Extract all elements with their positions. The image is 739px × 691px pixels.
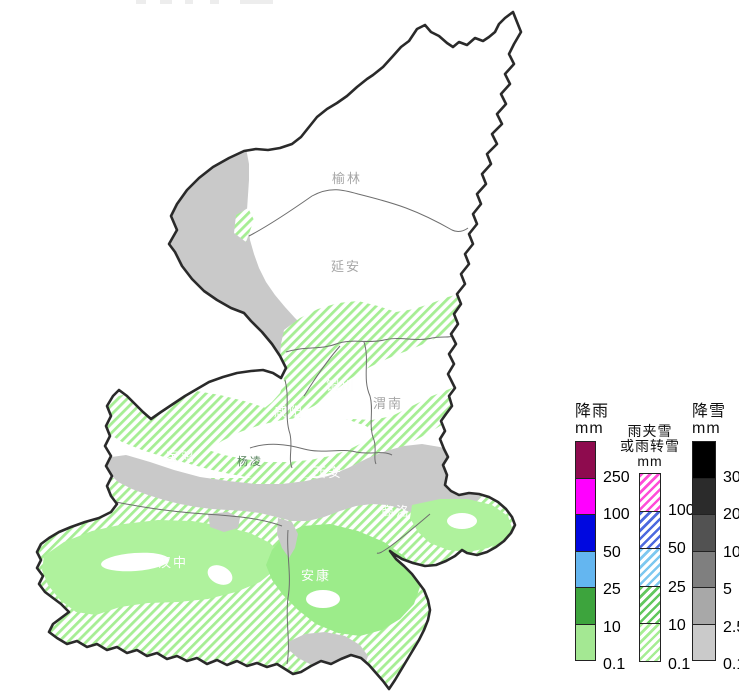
- border-hanzhong-ankang: [286, 529, 290, 665]
- zone-no-precip-hole: [447, 513, 477, 529]
- zone-sleet-central-band: [234, 293, 470, 440]
- legend-hatch-swatch: [639, 585, 661, 625]
- legend-tick-label: 0.1: [668, 656, 691, 673]
- region-label-8: 商洛: [381, 504, 411, 519]
- region-label-5: 宝鸡: [166, 449, 196, 464]
- border-xian-north: [249, 443, 393, 456]
- legend-color-swatch: [575, 623, 596, 661]
- legend-hatch-swatch: [639, 510, 661, 550]
- legend-tick-label: 2.5: [723, 618, 739, 636]
- region-label-0: 榆林: [332, 171, 362, 186]
- border-yanan-south: [285, 335, 453, 353]
- legend-snowfall-unit: mm: [692, 420, 721, 437]
- legend-color-swatch: [692, 441, 716, 479]
- zone-snow-qinling-band: [104, 444, 488, 521]
- legend-sleet: 雨夹雪 或雨转雪 mm 100 50 25 10 0.1: [614, 423, 695, 674]
- legend-hatch-swatch: [639, 548, 661, 587]
- legend-snowfall-colorbar: 30 20 10 5 2.5 0.1: [692, 441, 739, 673]
- legend-color-swatch: [575, 514, 596, 552]
- legend-color-swatch: [575, 550, 596, 588]
- legend-hatch-swatch: [639, 473, 661, 512]
- region-label-10: 安康: [301, 568, 331, 583]
- legend-tick-label: 25: [668, 578, 686, 596]
- legend-tick-label: 50: [668, 540, 686, 558]
- legend-color-swatch: [575, 587, 596, 625]
- border-xianyang-west: [284, 379, 293, 469]
- prefecture-borders: [115, 189, 469, 665]
- zone-no-precip-hole: [101, 552, 169, 572]
- legend-sleet-title-line2: 或雨转雪: [620, 438, 680, 454]
- legend-snowfall-title: 降雪: [692, 403, 727, 420]
- legend-tick-label: 0.1: [723, 656, 739, 673]
- region-label-3: 咸阳: [274, 404, 304, 419]
- legend-color-swatch: [692, 514, 716, 552]
- legend-tick-label: 100: [668, 501, 695, 519]
- border-ankang-shangluo: [376, 513, 431, 554]
- legend-hatch-swatch: [639, 623, 661, 662]
- cropped-title-fragment: [210, 0, 219, 4]
- legend-tick-label: 10: [723, 543, 739, 561]
- region-label-7: 西安: [313, 465, 343, 480]
- zone-no-precip-hole: [207, 565, 233, 585]
- border-tongchuan: [303, 345, 341, 397]
- cropped-title-fragment: [160, 0, 172, 4]
- region-label-9: 汉中: [158, 555, 188, 570]
- legend-tick-label: 10: [668, 617, 686, 635]
- legend-rainfall-colorbar: 250 100 50 25 10 0.1: [575, 441, 636, 673]
- legend-color-swatch: [692, 587, 716, 625]
- legend-color-swatch: [692, 550, 716, 588]
- region-label-1: 延安: [331, 259, 361, 274]
- border-weinan-west: [363, 341, 377, 465]
- legend-tick-label: 30: [723, 468, 739, 486]
- zone-snow-patch-west: [208, 512, 240, 532]
- legend-color-swatch: [692, 477, 716, 515]
- zone-rain-hanzhong-basin: [42, 520, 281, 615]
- border-baoji-hanzhong: [115, 501, 283, 527]
- legend-sleet-unit: mm: [637, 453, 663, 469]
- legend-rainfall-title: 降雨: [575, 403, 610, 420]
- legend-color-swatch: [692, 623, 716, 661]
- legend-tick-label: 20: [723, 506, 739, 523]
- legend-rainfall: 降雨 mm 250 100 50 25 10 0.1: [575, 403, 636, 673]
- legend-sleet-title-line1: 雨夹雪: [627, 423, 673, 439]
- legend-sleet-colorbar: 100 50 25 10 0.1: [639, 473, 701, 673]
- region-label-6: 杨凌: [237, 454, 263, 468]
- region-label-2: 铜川: [326, 378, 356, 393]
- cropped-title-fragment: [136, 0, 146, 4]
- legend-tick-label: 0.1: [603, 656, 626, 673]
- legend-tick-label: 5: [723, 581, 732, 598]
- cropped-title-fragment: [185, 0, 193, 4]
- legend-tick-label: 10: [603, 618, 621, 636]
- legend-tick-label: 25: [603, 581, 621, 598]
- zone-sleet-bulge-patch: [234, 208, 254, 242]
- cropped-title-fragment: [240, 0, 273, 4]
- legend-tick-label: 50: [603, 543, 621, 561]
- legend-color-swatch: [575, 441, 596, 479]
- legend-tick-label: 100: [603, 506, 630, 523]
- border-yulin-yanan: [248, 189, 469, 237]
- region-label-4: 渭南: [373, 396, 403, 411]
- legend-snowfall: 降雪 mm 30 20 10 5 2.5 0.1: [692, 403, 739, 673]
- zone-no-precip-hole: [306, 590, 340, 608]
- legend-rainfall-unit: mm: [575, 420, 604, 437]
- legend-tick-label: 250: [603, 468, 630, 486]
- legend-color-swatch: [575, 477, 596, 515]
